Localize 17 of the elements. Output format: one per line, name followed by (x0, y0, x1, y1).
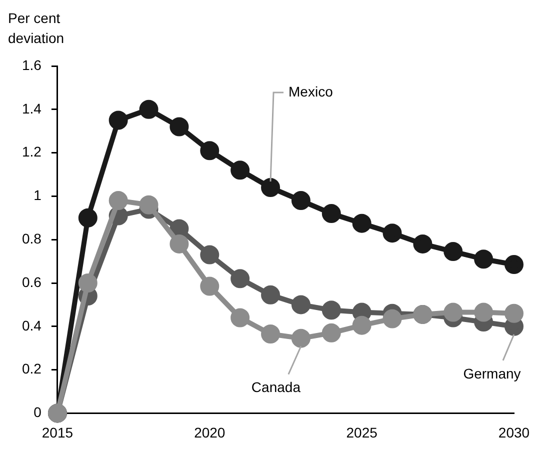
y-axis-title: Per cent deviation (8, 9, 66, 48)
text: Mexico (288, 83, 334, 100)
x-tick-label: 2025 (346, 424, 378, 440)
x-tick-label: 2015 (42, 424, 74, 440)
y-tick-label: 0.2 (22, 360, 42, 377)
text: Germany (463, 365, 521, 382)
y-tick-label: 0.8 (22, 230, 42, 246)
x-tick-label: 2020 (194, 424, 226, 440)
y-tick-label: 0.6 (22, 274, 42, 290)
y-tick-label: 0 (34, 404, 42, 420)
y-tick-label: 1.6 (22, 56, 42, 73)
y-tick-label: 0.4 (22, 317, 42, 334)
y-tick-label: 1.4 (22, 100, 42, 116)
y-tick-label: 1 (34, 187, 42, 204)
x-tick-label: 2030 (498, 424, 530, 440)
text: Canada (251, 379, 301, 396)
y-tick-label: 1.2 (22, 144, 42, 160)
